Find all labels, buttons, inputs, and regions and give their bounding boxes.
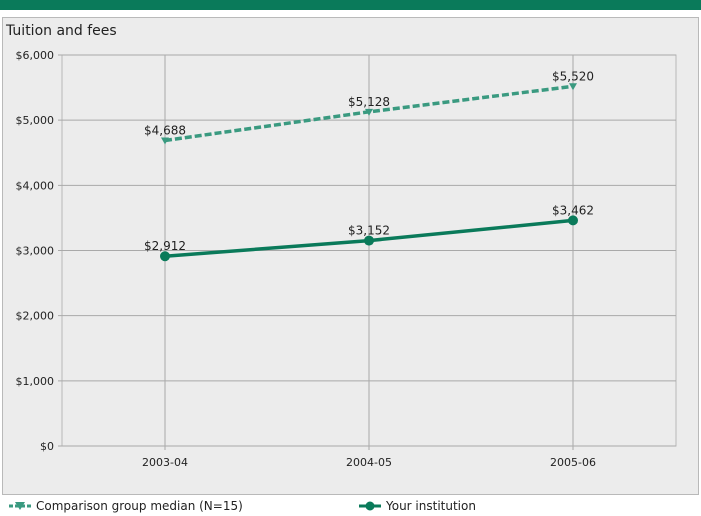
y-tick-label: $6,000: [16, 49, 55, 62]
y-axis: $0 $1,000 $2,000 $3,000 $4,000 $5,000 $6,000: [16, 49, 55, 453]
data-label: $2,912: [144, 239, 186, 253]
legend-label-comparison: Comparison group median (N=15): [36, 499, 243, 513]
chart-series: [160, 83, 578, 262]
data-point-comparison: [365, 108, 373, 116]
data-label: $3,462: [552, 203, 594, 217]
data-label: $5,520: [552, 69, 594, 83]
x-tick-label: 2003-04: [142, 456, 188, 469]
x-axis: 2003-04 2004-05 2005-06: [142, 456, 596, 469]
y-tick-label: $3,000: [16, 245, 55, 258]
data-labels: $4,688 $5,128 $5,520 $2,912 $3,152 $3,462: [144, 69, 594, 253]
chart-title: Tuition and fees: [6, 23, 117, 39]
solid-line-dot-icon: [359, 501, 381, 511]
y-tick-label: $1,000: [16, 375, 55, 388]
data-point-your-institution: [160, 251, 170, 262]
data-label: $5,128: [348, 95, 390, 109]
line-chart: $0 $1,000 $2,000 $3,000 $4,000 $5,000 $6,000 2…: [16, 49, 677, 469]
y-tick-label: $4,000: [16, 179, 55, 192]
legend-item-your-institution[interactable]: Your institution: [358, 499, 476, 513]
data-label: $3,152: [348, 224, 390, 238]
legend-label-your-institution: Your institution: [386, 499, 476, 513]
data-point-comparison: [569, 83, 577, 91]
chart-grid: [58, 54, 677, 450]
top-accent-bar: [0, 0, 701, 10]
y-tick-label: $0: [40, 440, 54, 453]
data-label: $4,688: [144, 123, 186, 137]
y-tick-label: $2,000: [16, 310, 55, 323]
data-point-your-institution: [364, 235, 374, 246]
data-point-comparison: [161, 137, 169, 145]
chart-legend: Comparison group median (N=15) Your inst…: [0, 496, 701, 516]
x-tick-label: 2004-05: [346, 456, 392, 469]
legend-item-comparison[interactable]: Comparison group median (N=15): [8, 499, 243, 513]
chart-frame: [2, 17, 699, 495]
dashed-line-triangle-icon: [9, 502, 31, 510]
x-tick-label: 2005-06: [550, 456, 596, 469]
y-tick-label: $5,000: [16, 114, 55, 127]
data-point-your-institution: [568, 215, 578, 226]
